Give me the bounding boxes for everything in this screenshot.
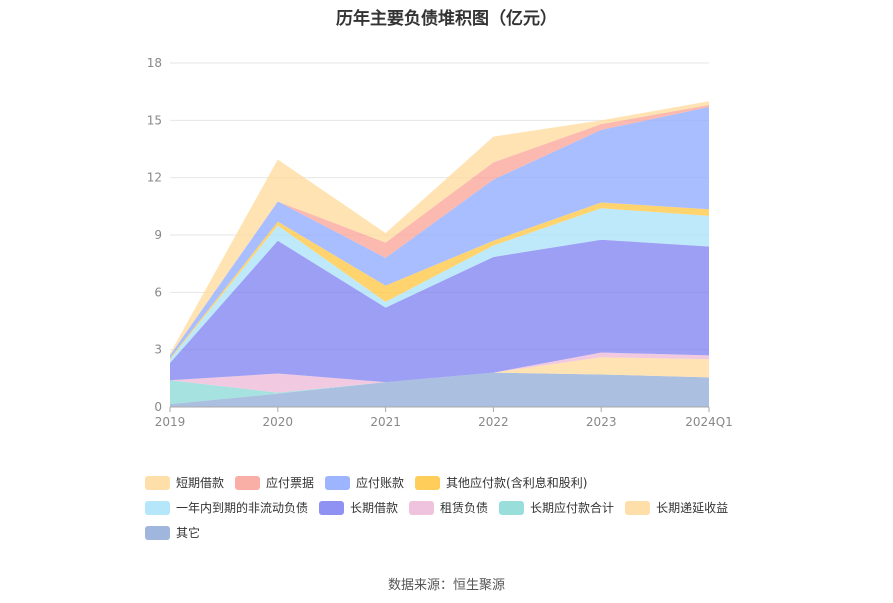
legend-swatch (499, 500, 525, 515)
legend-swatch (235, 475, 261, 490)
legend-label: 应付票据 (266, 476, 315, 490)
y-tick-label: 12 (147, 171, 162, 185)
legend-label: 一年内到期的非流动负债 (176, 501, 309, 515)
y-tick-label: 15 (147, 113, 162, 127)
x-tick-label: 2023 (586, 415, 617, 429)
legend-item[interactable]: 租赁负债 (409, 499, 488, 516)
x-tick-label: 2022 (478, 415, 509, 429)
x-tick-label: 2019 (155, 415, 186, 429)
legend-swatch (625, 500, 651, 515)
y-tick-label: 6 (154, 285, 162, 299)
legend-swatch (325, 475, 351, 490)
legend-label: 其他应付款(含利息和股利) (446, 476, 588, 490)
legend-label: 长期递延收益 (656, 501, 729, 515)
y-tick-label: 9 (154, 228, 162, 242)
legend-label: 长期应付款合计 (530, 501, 615, 515)
legend-item[interactable]: 其它 (145, 524, 200, 541)
area-series-5 (170, 208, 709, 364)
legend-item[interactable]: 其他应付款(含利息和股利) (415, 474, 587, 491)
chart-title: 历年主要负债堆积图（亿元） (336, 9, 557, 29)
legend-swatch (319, 500, 345, 515)
legend-row: 短期借款 应付票据 应付账款 其他应付款(含利息和股利) (145, 470, 845, 495)
legend-label: 应付账款 (356, 476, 405, 490)
legend-label: 租赁负债 (440, 501, 489, 515)
y-tick-label: 3 (154, 343, 162, 357)
legend-swatch (409, 500, 435, 515)
legend-row: 其它 (145, 520, 845, 545)
area-series-6 (170, 202, 709, 360)
legend-swatch (145, 525, 170, 540)
area-series-0 (170, 372, 709, 407)
data-source-note: 数据来源：恒生聚源 (387, 578, 505, 593)
y-tick-label: 18 (147, 56, 162, 70)
legend-item[interactable]: 长期递延收益 (625, 499, 728, 516)
y-tick-label: 0 (154, 400, 162, 414)
area-series-1 (170, 357, 709, 405)
legend-item[interactable]: 一年内到期的非流动负债 (145, 499, 308, 516)
area-series-4 (170, 239, 709, 383)
chart-legend: 短期借款 应付票据 应付账款 其他应付款(含利息和股利) 一年内到期的非流动负债 长期借款… (145, 470, 845, 545)
legend-swatch (145, 500, 170, 515)
legend-swatch (415, 475, 441, 490)
legend-label: 其它 (176, 526, 201, 540)
legend-item[interactable]: 应付票据 (235, 474, 314, 491)
legend-swatch (145, 475, 170, 490)
legend-label: 短期借款 (176, 476, 225, 490)
legend-item[interactable]: 长期应付款合计 (499, 499, 614, 516)
area-series-7 (170, 106, 709, 359)
x-tick-label: 2024Q1 (685, 415, 733, 429)
area-series-3 (170, 352, 709, 393)
legend-item[interactable]: 应付账款 (325, 474, 404, 491)
legend-item[interactable]: 短期借款 (145, 474, 224, 491)
legend-label: 长期借款 (350, 501, 399, 515)
x-tick-label: 2020 (263, 415, 294, 429)
x-tick-label: 2021 (370, 415, 401, 429)
legend-row: 一年内到期的非流动负债 长期借款 租赁负债 长期应付款合计 长期递延收益 (145, 495, 845, 520)
legend-item[interactable]: 长期借款 (319, 499, 398, 516)
stacked-area-chart: 0 3 6 9 12 15 18 2019 2020 2021 2022 2023 2024Q1 (147, 56, 733, 429)
